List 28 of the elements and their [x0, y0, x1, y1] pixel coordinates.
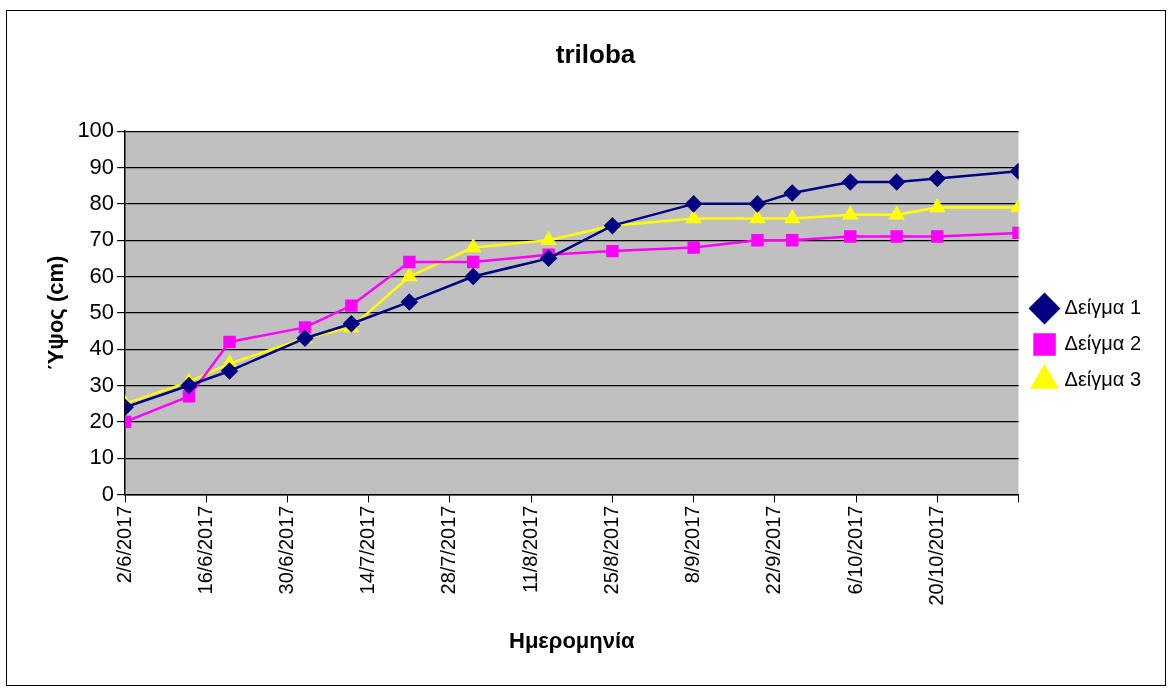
x-tick-label: 2/6/2017	[112, 505, 135, 584]
legend-label: Δείγμα 1	[1064, 296, 1141, 319]
x-tick-label: 14/7/2017	[356, 505, 379, 595]
x-tick-label: 16/6/2017	[193, 505, 216, 595]
x-tick-label: 20/10/2017	[924, 505, 947, 606]
y-tick-label: 80	[89, 189, 115, 215]
y-axis-title: Ύψος (cm)	[43, 255, 69, 371]
y-tick-label: 90	[89, 153, 115, 179]
x-tick-label: 30/6/2017	[275, 505, 298, 595]
y-tick-label: 0	[101, 480, 115, 506]
legend-label: Δείγμα 2	[1064, 332, 1141, 355]
x-tick-label: 8/9/2017	[681, 505, 704, 584]
y-tick-label: 40	[89, 335, 115, 361]
y-tick-label: 60	[89, 262, 115, 288]
y-tick-label: 100	[77, 117, 115, 143]
x-axis-title: Ημερομηνία	[509, 627, 636, 653]
legend-label: Δείγμα 3	[1064, 368, 1141, 391]
x-tick-label: 11/8/2017	[518, 505, 541, 593]
x-tick-label: 6/10/2017	[843, 505, 866, 595]
x-tick-label: 28/7/2017	[437, 505, 460, 595]
x-tick-label: 25/8/2017	[599, 505, 622, 595]
y-tick-label: 20	[89, 407, 115, 433]
y-tick-label: 10	[89, 444, 115, 470]
y-tick-label: 50	[89, 298, 115, 324]
chart-title: triloba	[555, 38, 636, 69]
y-tick-label: 70	[89, 226, 115, 252]
x-tick-label: 22/9/2017	[762, 505, 785, 595]
y-tick-label: 30	[89, 371, 115, 397]
